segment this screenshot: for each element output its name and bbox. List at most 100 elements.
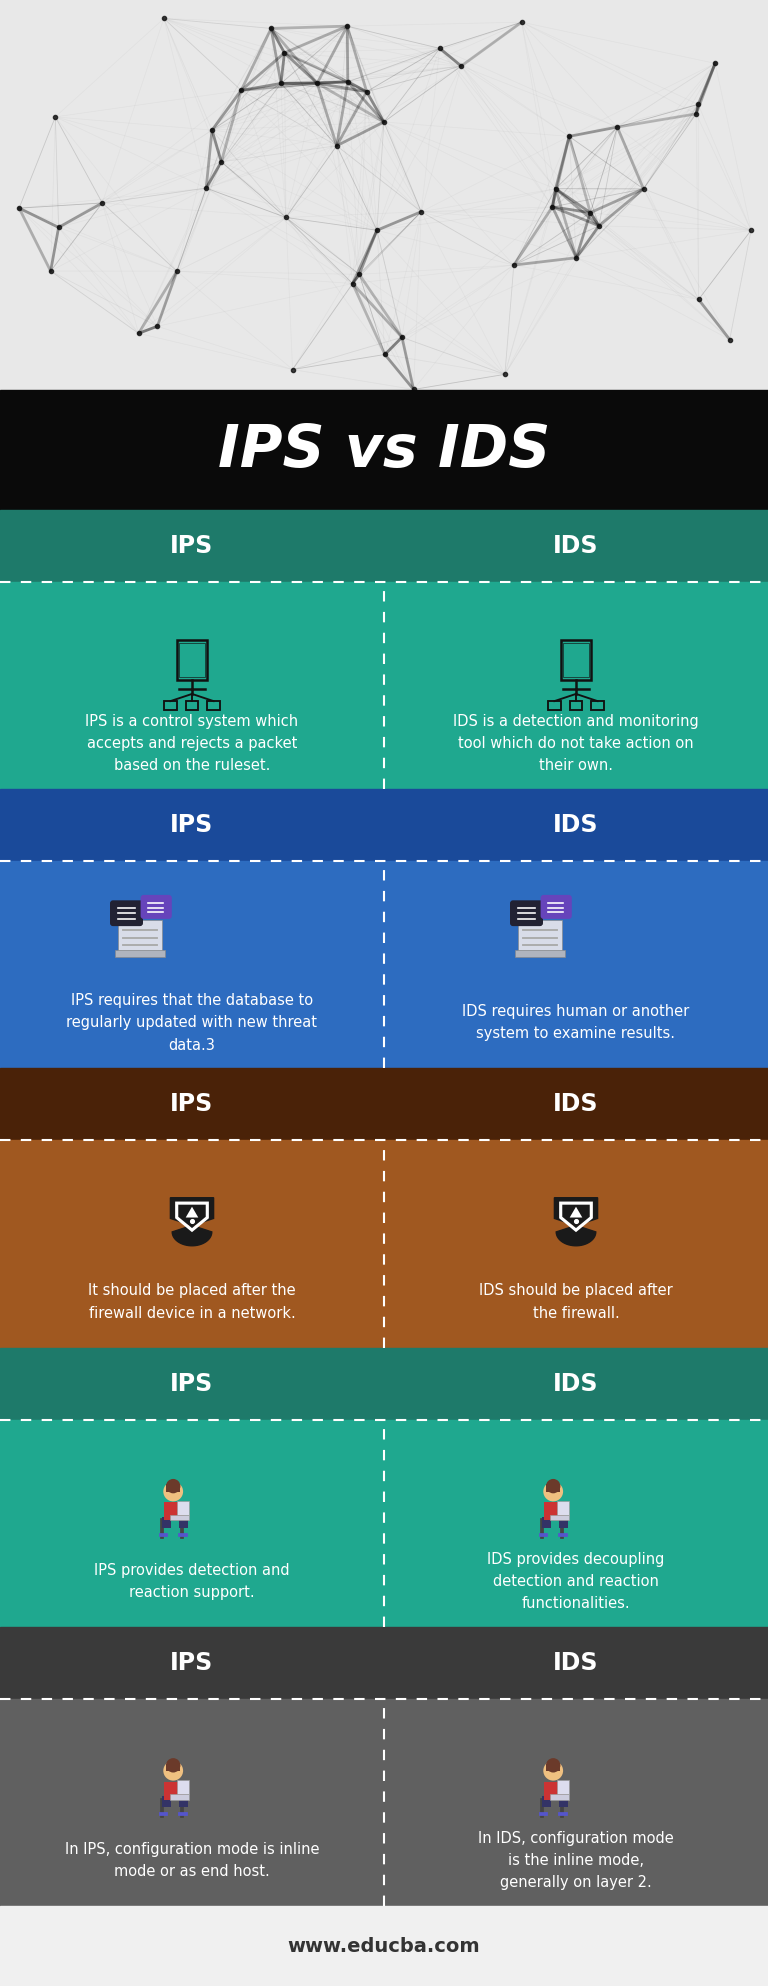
FancyBboxPatch shape (510, 900, 543, 925)
Text: In IDS, configuration mode
is the inline mode,
generally on layer 2.: In IDS, configuration mode is the inline… (478, 1831, 674, 1891)
Text: IDS requires human or another
system to examine results.: IDS requires human or another system to … (462, 1005, 690, 1041)
Bar (0, 1068, 768, 1140)
Bar (591, 701, 604, 711)
Bar (539, 1768, 546, 1799)
Bar (115, 949, 165, 957)
Circle shape (546, 1758, 561, 1773)
Bar (162, 1795, 171, 1807)
Circle shape (164, 1482, 183, 1501)
Text: www.educba.com: www.educba.com (288, 1936, 480, 1956)
Text: IDS is a detection and monitoring
tool which do not take action on
their own.: IDS is a detection and monitoring tool w… (453, 713, 699, 773)
Bar (177, 1779, 190, 1793)
Bar (539, 1791, 564, 1799)
Bar (557, 1779, 569, 1793)
Bar (0, 1698, 768, 1907)
Bar (0, 1907, 768, 1986)
Circle shape (546, 1480, 561, 1493)
Bar (0, 1140, 768, 1348)
Bar (166, 1484, 180, 1491)
Bar (164, 701, 177, 711)
Bar (548, 701, 561, 711)
Circle shape (166, 1480, 180, 1493)
Bar (0, 1348, 768, 1420)
Bar (166, 1764, 180, 1772)
Polygon shape (554, 1198, 598, 1245)
Bar (162, 1517, 171, 1527)
Bar (170, 1793, 190, 1799)
Bar (170, 1515, 190, 1521)
Bar (561, 639, 591, 679)
Bar (570, 701, 582, 711)
Bar (542, 1795, 551, 1807)
Bar (550, 1515, 569, 1521)
Text: IDS: IDS (553, 1372, 599, 1396)
Bar (0, 582, 768, 788)
Text: IPS requires that the database to
regularly updated with new threat
data.3: IPS requires that the database to regula… (67, 993, 317, 1053)
Text: IPS is a control system which
accepts and rejects a packet
based on the ruleset.: IPS is a control system which accepts an… (85, 713, 299, 773)
Bar (550, 1793, 569, 1799)
Bar (546, 1484, 561, 1491)
Bar (159, 1513, 184, 1521)
Bar (564, 643, 588, 677)
Bar (159, 1488, 166, 1521)
Bar (159, 1791, 184, 1799)
Polygon shape (545, 1781, 564, 1799)
Bar (558, 1517, 568, 1527)
Bar (542, 1517, 551, 1527)
Text: IPS: IPS (170, 1372, 214, 1396)
Bar (118, 920, 161, 949)
Text: IDS: IDS (553, 1092, 599, 1116)
Polygon shape (164, 1781, 184, 1799)
Text: In IPS, configuration mode is inline
mode or as end host.: In IPS, configuration mode is inline mod… (65, 1841, 319, 1879)
FancyBboxPatch shape (141, 896, 172, 920)
Text: IDS: IDS (553, 1650, 599, 1674)
Bar (0, 788, 768, 862)
Bar (0, 0, 768, 389)
Bar (539, 1768, 566, 1773)
Bar (539, 1488, 546, 1521)
Bar (515, 949, 564, 957)
Polygon shape (545, 1501, 564, 1521)
Circle shape (166, 1758, 180, 1773)
Bar (180, 643, 204, 677)
Bar (558, 1795, 568, 1807)
Text: IDS: IDS (553, 534, 599, 558)
Bar (546, 1764, 561, 1772)
Bar (0, 1627, 768, 1698)
Bar (159, 1768, 166, 1799)
Bar (539, 1513, 564, 1521)
Polygon shape (570, 1207, 582, 1217)
Circle shape (543, 1762, 563, 1781)
Bar (159, 1488, 186, 1495)
Polygon shape (186, 1207, 198, 1217)
Text: IDS: IDS (553, 812, 599, 838)
Polygon shape (164, 1501, 184, 1521)
Bar (539, 1488, 566, 1495)
Bar (0, 862, 768, 1068)
Text: It should be placed after the
firewall device in a network.: It should be placed after the firewall d… (88, 1283, 296, 1321)
Bar (177, 639, 207, 679)
Bar (0, 389, 768, 510)
FancyBboxPatch shape (110, 900, 143, 925)
Circle shape (164, 1762, 183, 1781)
Bar (518, 920, 561, 949)
Circle shape (543, 1482, 563, 1501)
Text: IPS: IPS (170, 1650, 214, 1674)
Text: IPS: IPS (170, 1092, 214, 1116)
Bar (186, 701, 198, 711)
Bar (179, 1517, 187, 1527)
Text: IPS: IPS (170, 812, 214, 838)
Bar (159, 1768, 186, 1773)
Bar (0, 1420, 768, 1627)
Text: IPS provides detection and
reaction support.: IPS provides detection and reaction supp… (94, 1563, 290, 1601)
Bar (207, 701, 220, 711)
FancyBboxPatch shape (541, 896, 572, 920)
Text: IPS: IPS (170, 534, 214, 558)
Text: IDS provides decoupling
detection and reaction
functionalities.: IDS provides decoupling detection and re… (488, 1551, 664, 1611)
Text: IPS vs IDS: IPS vs IDS (218, 421, 550, 479)
Bar (557, 1501, 569, 1515)
Bar (179, 1795, 187, 1807)
Polygon shape (170, 1198, 214, 1245)
Bar (177, 1501, 190, 1515)
Bar (0, 510, 768, 582)
